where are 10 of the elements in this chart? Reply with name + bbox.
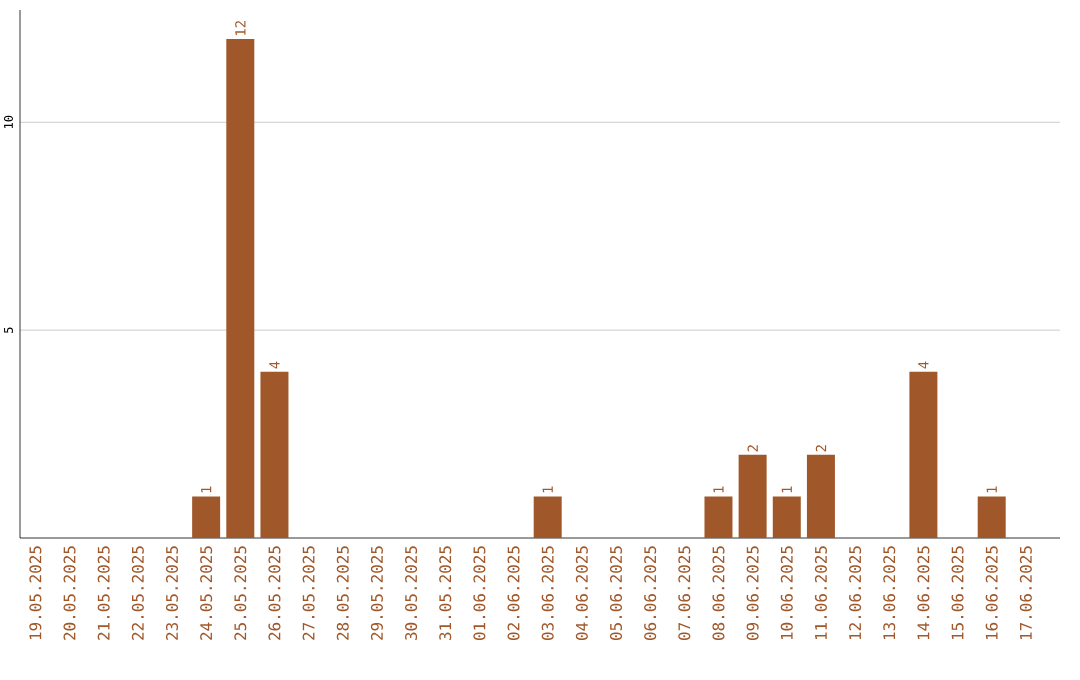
bar xyxy=(260,371,289,538)
bar xyxy=(533,496,562,538)
bar xyxy=(738,454,767,538)
bar xyxy=(704,496,733,538)
bar xyxy=(909,371,938,538)
bar xyxy=(977,496,1006,538)
bar xyxy=(226,39,255,538)
bar xyxy=(772,496,801,538)
bar xyxy=(192,496,221,538)
bar xyxy=(806,454,835,538)
